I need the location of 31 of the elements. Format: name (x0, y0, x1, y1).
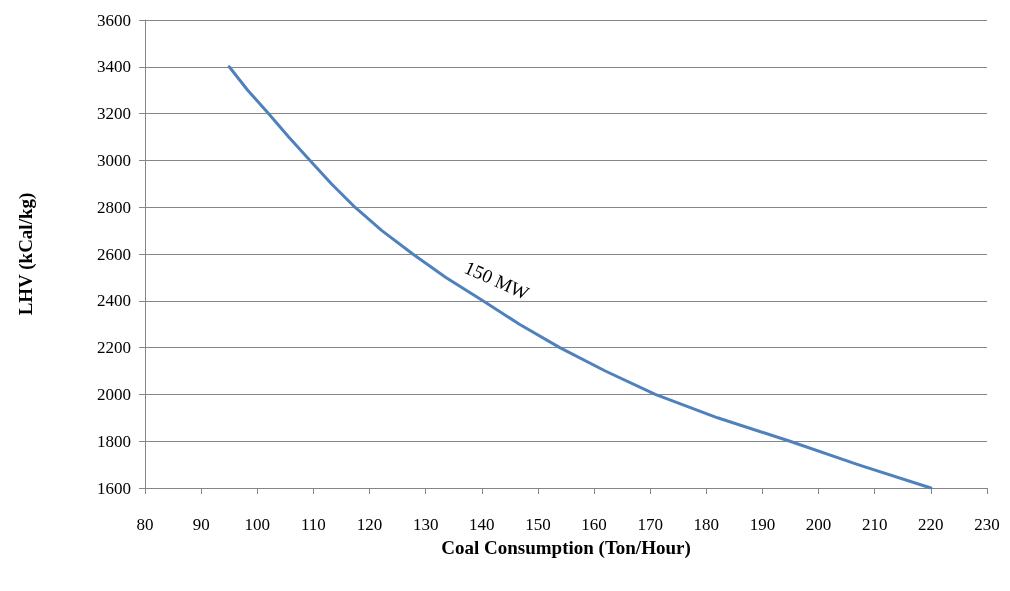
x-tick-label: 150 (525, 515, 551, 534)
x-tick-label: 170 (637, 515, 663, 534)
x-tick-label: 230 (974, 515, 1000, 534)
x-tick-label: 190 (749, 515, 776, 534)
x-tick-label: 210 (861, 515, 888, 534)
x-tick-label: 160 (581, 515, 607, 534)
y-tick-label: 2400 (97, 291, 131, 311)
x-tick-label: 110 (300, 515, 326, 534)
y-tick-label: 3000 (97, 150, 131, 170)
y-tick-label: 2800 (97, 197, 131, 217)
line-series (227, 65, 933, 490)
x-tick-label: 180 (693, 515, 720, 534)
y-tick-label: 1600 (97, 478, 131, 498)
y-tick-label: 3600 (97, 10, 131, 30)
x-tick-label: 130 (412, 515, 439, 534)
text: 150 MW (461, 256, 533, 304)
y-tick-label: 2600 (97, 244, 131, 264)
y-axis-title: LHV (kCal/kg) (15, 192, 37, 316)
x-tick-label: 220 (918, 515, 944, 534)
x-tick-label: 120 (356, 515, 383, 534)
x-tick-label: 80 (136, 515, 154, 534)
y-tick-label: 1800 (97, 431, 131, 451)
y-tick-label: 3400 (97, 57, 131, 77)
y-tick-label: 2200 (97, 338, 131, 358)
x-tick-label: 140 (469, 515, 495, 534)
y-tick-label: 3200 (97, 104, 131, 124)
x-axis-title: Coal Consumption (Ton/Hour) (441, 536, 691, 559)
x-tick-label: 100 (244, 515, 271, 534)
x-tick-label: 200 (805, 515, 832, 534)
x-tick-label: 90 (192, 515, 210, 534)
y-tick-label: 2000 (97, 384, 131, 404)
